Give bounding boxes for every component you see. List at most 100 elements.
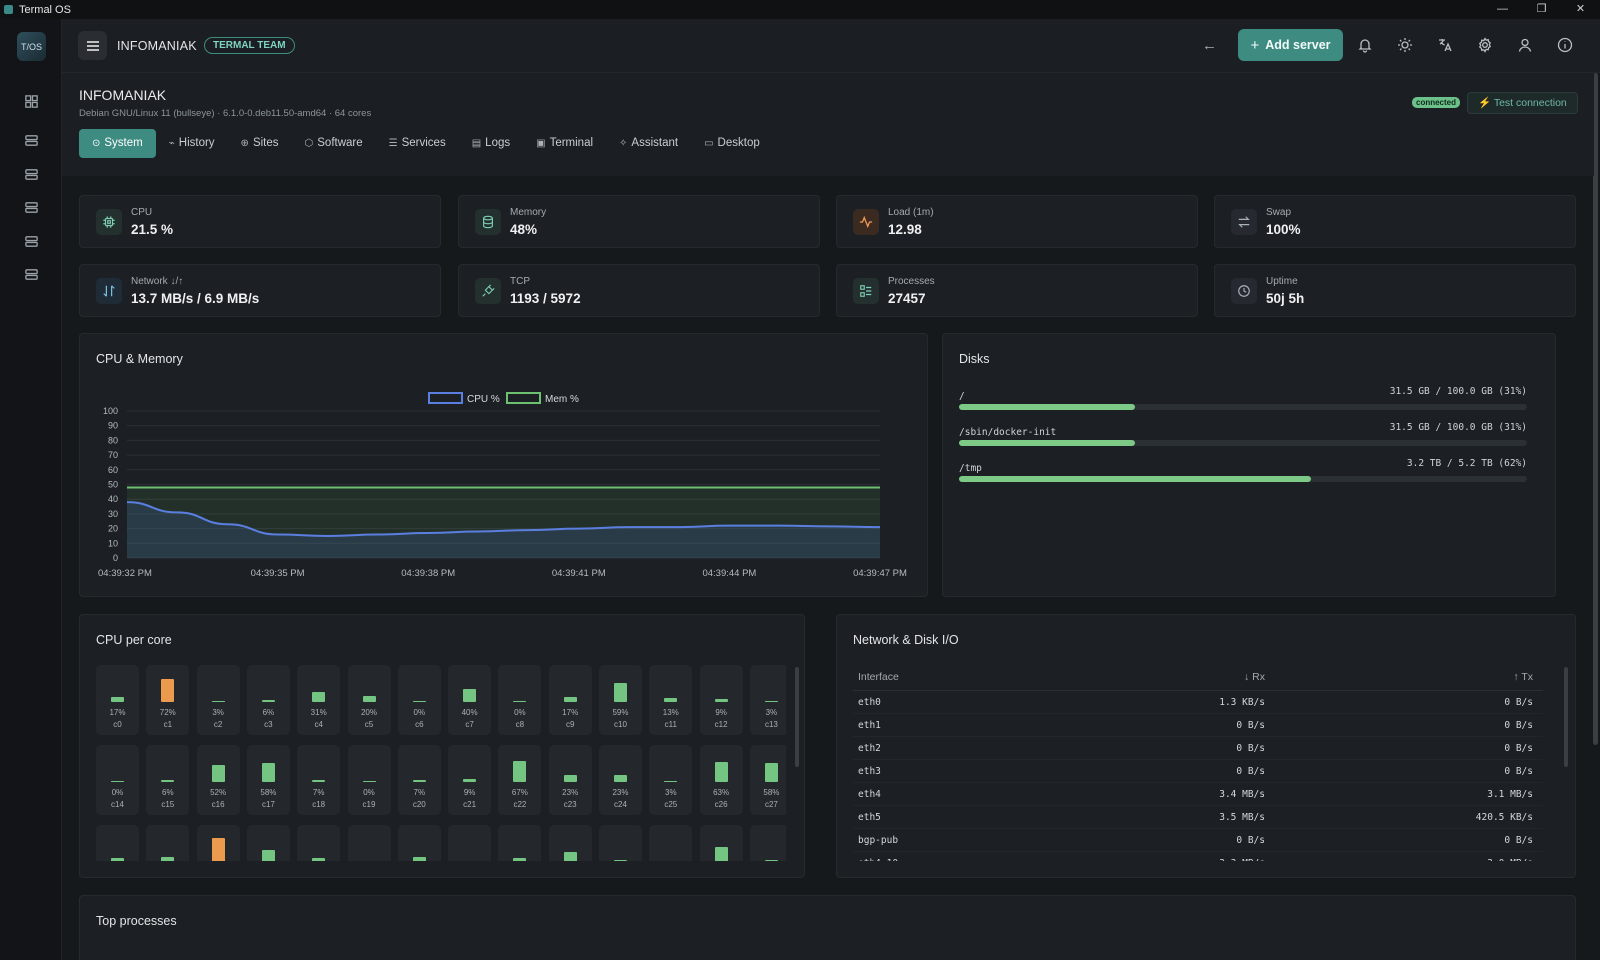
table-row[interactable]: eth4.10 3.3 MB/s 3.0 MB/s	[853, 852, 1543, 861]
x-tick-label: 04:39:41 PM	[552, 568, 606, 579]
network-table: Interface ↓ Rx ↑ Tx eth0 1.3 KB/s 0 B/s e…	[853, 665, 1543, 861]
interface-name: eth2	[858, 743, 881, 754]
info-icon[interactable]	[1557, 37, 1574, 54]
core-tile	[146, 825, 190, 861]
rx-value: 3.5 MB/s	[1219, 812, 1265, 823]
disk-item: /tmp 3.2 TB / 5.2 TB (62%)	[959, 458, 1527, 482]
server-icon[interactable]	[22, 131, 40, 149]
core-percent: 20%	[360, 708, 377, 717]
tab-logs[interactable]: ▤ Logs	[459, 129, 523, 158]
core-tile	[498, 825, 542, 861]
disk-usage-bar	[959, 404, 1527, 410]
terminal-icon: ▣	[536, 138, 546, 149]
table-row[interactable]: eth1 0 B/s 0 B/s	[853, 714, 1543, 737]
tab-system[interactable]: ⊙ System	[79, 129, 156, 158]
stat-label: Memory	[510, 207, 547, 218]
stat-value: 50j 5h	[1266, 291, 1305, 306]
core-percent: 6%	[262, 708, 275, 717]
y-tick-label: 80	[108, 435, 118, 445]
sun-icon[interactable]	[1397, 37, 1414, 54]
tx-value: 0 B/s	[1504, 743, 1533, 754]
rx-value: 0 B/s	[1236, 766, 1265, 777]
core-name: c2	[213, 720, 223, 729]
rx-value: 3.3 MB/s	[1219, 858, 1265, 861]
core-percent: 52%	[210, 788, 227, 797]
tab-label: Terminal	[549, 137, 594, 149]
core-tile: 23% c23	[548, 745, 592, 815]
cpu-memory-chart[interactable]: 0 10 20 30 40 50 60 70 80 90 100 04:39:32 PM 04:39:3…	[80, 334, 929, 598]
main-content: INFOMANIAK Debian GNU/Linux 11 (bullseye…	[62, 73, 1594, 960]
minimize-button[interactable]: —	[1497, 3, 1508, 15]
core-name: c16	[211, 800, 225, 809]
core-tile	[297, 825, 341, 861]
table-row[interactable]: eth2 0 B/s 0 B/s	[853, 737, 1543, 760]
core-usage-bar	[664, 781, 678, 782]
translate-icon[interactable]	[1437, 37, 1454, 54]
core-tile: 0% c14	[96, 745, 139, 815]
top-processes-panel: Top processes	[79, 895, 1576, 960]
app-logo[interactable]: T/OS	[17, 32, 46, 61]
y-tick-label: 10	[108, 538, 118, 548]
server-icon[interactable]	[22, 232, 40, 250]
maximize-button[interactable]: ❐	[1536, 3, 1547, 15]
panel-title: Network & Disk I/O	[853, 633, 959, 647]
disk-mount: /	[959, 391, 965, 402]
tab-services[interactable]: ☰ Services	[376, 129, 459, 158]
back-arrow-icon[interactable]: ←	[1202, 37, 1217, 54]
server-icon[interactable]	[22, 198, 40, 216]
table-row[interactable]: eth3 0 B/s 0 B/s	[853, 760, 1543, 783]
gear-icon[interactable]	[1477, 37, 1494, 54]
server-icon[interactable]	[22, 165, 40, 183]
core-tile: 52% c16	[196, 745, 240, 815]
page-scrollbar[interactable]	[1593, 73, 1598, 745]
tab-sites[interactable]: ⊕ Sites	[228, 129, 292, 158]
table-row[interactable]: eth5 3.5 MB/s 420.5 KB/s	[853, 806, 1543, 829]
core-name: c26	[714, 800, 728, 809]
core-usage-bar	[312, 692, 326, 702]
core-usage-bar	[463, 779, 477, 782]
y-tick-label: 70	[108, 450, 118, 460]
status-badge: connected	[1412, 97, 1461, 108]
core-usage-bar	[362, 781, 376, 782]
series-line-cpu	[126, 501, 881, 537]
core-usage-bar	[261, 849, 275, 861]
tab-history[interactable]: ⌁ History	[156, 129, 228, 158]
server-icon[interactable]	[22, 265, 40, 283]
dashboard-grid-icon[interactable]	[22, 92, 40, 110]
interface-name: bgp-pub	[858, 835, 899, 846]
disk-usage: 3.2 TB / 5.2 TB (62%)	[1406, 458, 1527, 469]
cpu-memory-panel: CPU & Memory 0 10 20 30 40 50 60 70 80 90 100 04:39…	[79, 333, 928, 597]
y-tick-label: 60	[108, 465, 118, 475]
column-header[interactable]: ↓ Rx	[1244, 671, 1265, 683]
disk-item: /sbin/docker-init 31.5 GB / 100.0 GB (31…	[959, 422, 1527, 446]
core-percent: 40%	[461, 708, 478, 717]
tx-value: 0 B/s	[1504, 835, 1533, 846]
menu-button[interactable]	[78, 31, 107, 60]
table-row[interactable]: eth4 3.4 MB/s 3.1 MB/s	[853, 783, 1543, 806]
monitor-icon: ▭	[704, 138, 714, 149]
tab-software[interactable]: ⬡ Software	[292, 129, 376, 158]
column-header[interactable]: ↑ Tx	[1513, 671, 1533, 683]
table-row[interactable]: eth0 1.3 KB/s 0 B/s	[853, 691, 1543, 714]
x-tick-label: 04:39:38 PM	[401, 568, 455, 579]
tab-assistant[interactable]: ✧ Assistant	[606, 129, 691, 158]
stat-processes: Processes 27457	[836, 264, 1198, 317]
tab-desktop[interactable]: ▭ Desktop	[691, 129, 773, 158]
add-server-button[interactable]: + Add server	[1238, 29, 1343, 61]
core-usage-bar	[261, 763, 275, 782]
close-button[interactable]: ✕	[1575, 3, 1586, 15]
team-badge[interactable]: TERMAL TEAM	[204, 37, 295, 54]
network-scrollbar[interactable]	[1564, 667, 1568, 767]
cores-scrollbar[interactable]	[795, 667, 799, 767]
test-connection-button[interactable]: ⚡ Test connection	[1467, 92, 1578, 114]
window-titlebar: Termal OS — ❐ ✕	[0, 0, 1600, 19]
table-row[interactable]: bgp-pub 0 B/s 0 B/s	[853, 829, 1543, 852]
tab-terminal[interactable]: ▣ Terminal	[523, 129, 606, 158]
core-tile: 40% c7	[448, 665, 492, 735]
core-usage-bar	[261, 700, 275, 702]
stat-memory: Memory 48%	[458, 195, 820, 248]
user-icon[interactable]	[1517, 37, 1534, 54]
bell-icon[interactable]	[1357, 37, 1374, 54]
tab-label: System	[104, 137, 143, 149]
column-header[interactable]: Interface	[858, 671, 899, 683]
